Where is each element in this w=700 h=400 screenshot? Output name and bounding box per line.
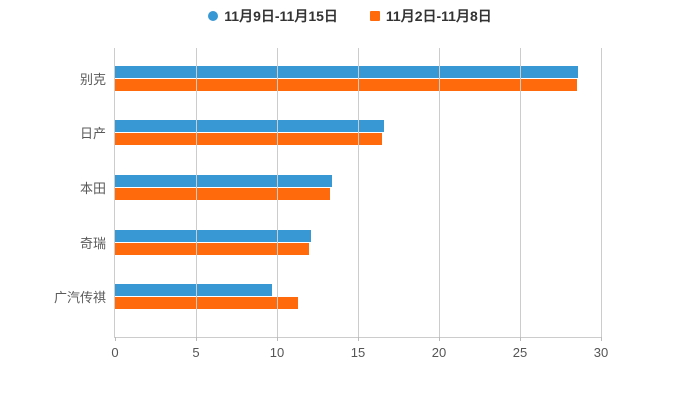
category-label: 广汽传祺 xyxy=(53,290,106,306)
x-tickmark-5 xyxy=(195,337,197,341)
gridline-15 xyxy=(358,48,359,337)
bar-series1-3[interactable] xyxy=(115,242,310,255)
bar-series0-2[interactable] xyxy=(115,174,333,187)
category-label: 本田 xyxy=(79,180,106,196)
bar-group-0 xyxy=(115,51,601,106)
gridline-25 xyxy=(520,48,521,337)
legend-item-label: 11月9日-11月15日 xyxy=(224,8,338,24)
x-tickmark-10 xyxy=(276,337,278,341)
x-tickmark-15 xyxy=(358,337,359,341)
category-label: 奇瑞 xyxy=(79,235,106,251)
y-axis-labels: 别克日产本田奇瑞广汽传祺 xyxy=(0,51,106,324)
legend-item-previous-week[interactable]: 11月2日-11月8日 xyxy=(369,6,492,26)
y-label-row-3: 奇瑞 xyxy=(0,215,106,270)
legend-item-label: 11月2日-11月8日 xyxy=(385,8,492,24)
plot-area: 0 5 10 15 20 25 30 xyxy=(111,48,608,360)
x-tick-label-5: 5 xyxy=(192,345,200,360)
x-tickmark-25 xyxy=(520,337,521,341)
x-tickmark-20 xyxy=(438,337,440,341)
bar-group-1 xyxy=(115,106,601,161)
legend-circle-icon xyxy=(208,11,219,21)
gridline-20 xyxy=(438,48,440,337)
x-tick-label-15: 15 xyxy=(350,345,366,360)
x-tickmark-0 xyxy=(115,337,116,341)
x-tick-label-25: 25 xyxy=(512,345,528,360)
gridline-10 xyxy=(276,48,278,337)
y-label-row-1: 日产 xyxy=(0,106,106,161)
x-tick-label-30: 30 xyxy=(593,345,609,360)
x-tick-label-10: 10 xyxy=(269,345,285,360)
gridline-30 xyxy=(601,48,602,337)
bar-series0-3[interactable] xyxy=(115,229,312,242)
x-tick-label-20: 20 xyxy=(431,345,447,360)
legend-item-current-week[interactable]: 11月9日-11月15日 xyxy=(208,6,338,26)
bar-series0-4[interactable] xyxy=(115,284,273,297)
y-label-row-0: 别克 xyxy=(0,51,106,106)
y-label-row-4: 广汽传祺 xyxy=(0,269,106,324)
bar-series1-4[interactable] xyxy=(115,297,299,310)
x-tick-label-0: 0 xyxy=(111,345,119,360)
legend: 11月9日-11月15日 11月2日-11月8日 xyxy=(0,6,700,26)
bar-series0-0[interactable] xyxy=(115,65,579,78)
legend-square-icon xyxy=(369,11,380,21)
category-label: 别克 xyxy=(79,71,106,87)
bars-layer xyxy=(115,51,601,324)
y-label-row-2: 本田 xyxy=(0,160,106,215)
bar-series0-1[interactable] xyxy=(115,120,384,133)
bar-group-3 xyxy=(115,215,601,270)
category-label: 日产 xyxy=(79,126,106,142)
bar-group-4 xyxy=(115,269,601,324)
gridline-5 xyxy=(195,48,197,337)
bar-series1-2[interactable] xyxy=(115,187,331,200)
bar-series1-0[interactable] xyxy=(115,78,577,91)
x-tickmark-30 xyxy=(601,337,602,341)
bar-series1-1[interactable] xyxy=(115,133,383,146)
